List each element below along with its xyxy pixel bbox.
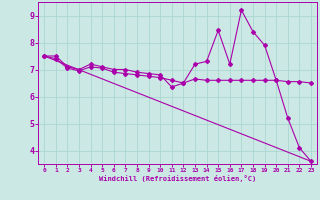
- X-axis label: Windchill (Refroidissement éolien,°C): Windchill (Refroidissement éolien,°C): [99, 175, 256, 182]
